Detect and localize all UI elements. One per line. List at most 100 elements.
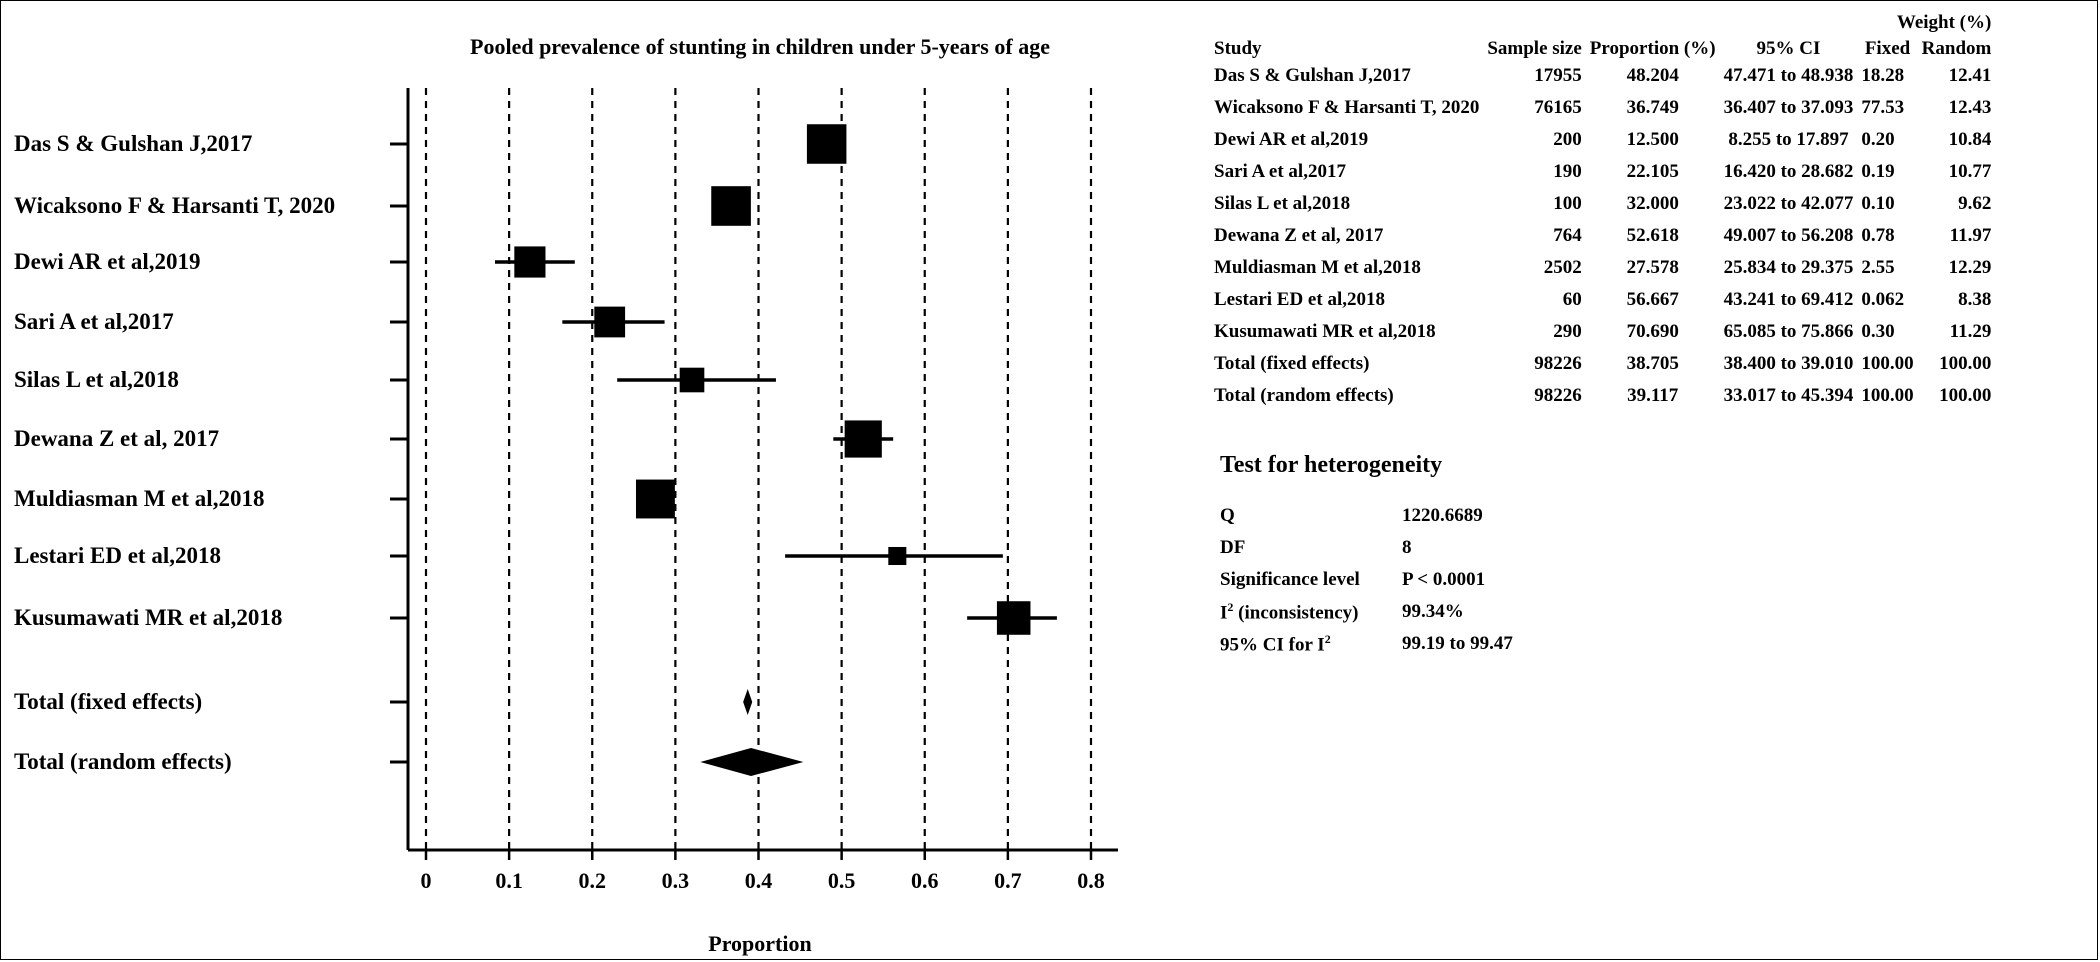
table-cell: 0.10 bbox=[1861, 193, 1895, 214]
column-header: Random bbox=[1921, 38, 1992, 59]
heterogeneity-row: Q 1220.6689 bbox=[1214, 500, 1519, 532]
study-label: Muldiasman M et al,2018 bbox=[14, 486, 264, 511]
heterogeneity-label: Significance level bbox=[1220, 569, 1360, 590]
heterogeneity-table: Q 1220.6689 DF 8 Significance level P < 0.000… bbox=[1214, 500, 1519, 660]
table-cell: 290 bbox=[1553, 321, 1582, 342]
column-header: Sample size bbox=[1487, 38, 1582, 59]
column-header: Proportion (%) bbox=[1589, 38, 1716, 59]
table-cell: 0.062 bbox=[1861, 289, 1905, 310]
table-cell: Muldiasman M et al,2018 bbox=[1214, 257, 1421, 278]
x-tick-label: 0.3 bbox=[662, 868, 690, 893]
heterogeneity-value: 8 bbox=[1402, 537, 1412, 558]
table-cell: 16.420 to 28.682 bbox=[1723, 161, 1854, 182]
table-header-row: Study Sample size Proportion (%) 95% CI Fixe… bbox=[1210, 34, 1995, 60]
study-label: Das S & Gulshan J,2017 bbox=[14, 131, 252, 156]
table-cell: 11.97 bbox=[1949, 225, 1992, 246]
table-row: Das S & Gulshan J,2017 17955 48.204 47.471 … bbox=[1210, 60, 1995, 92]
table-cell: 12.29 bbox=[1948, 257, 1992, 278]
heterogeneity-label: I2 (inconsistency) bbox=[1220, 599, 1359, 624]
table-cell: 0.20 bbox=[1861, 129, 1895, 150]
table-cell: 100 bbox=[1553, 193, 1582, 214]
table-cell: Total (fixed effects) bbox=[1214, 353, 1370, 374]
table-cell: 23.022 to 42.077 bbox=[1723, 193, 1854, 214]
table-cell: 190 bbox=[1553, 161, 1582, 182]
study-label: Lestari ED et al,2018 bbox=[14, 543, 221, 568]
table-cell: Sari A et al,2017 bbox=[1214, 161, 1346, 182]
table-cell: 49.007 to 56.208 bbox=[1723, 225, 1854, 246]
table-row: Dewana Z et al, 2017 764 52.618 49.007 to 5… bbox=[1210, 220, 1995, 252]
table-row: Muldiasman M et al,2018 2502 27.578 25.834 … bbox=[1210, 252, 1995, 284]
point-estimate-marker-3 bbox=[594, 306, 626, 338]
x-tick-label: 0.6 bbox=[911, 868, 939, 893]
table-cell: 43.241 to 69.412 bbox=[1723, 289, 1854, 310]
table-cell: 764 bbox=[1553, 225, 1582, 246]
table-cell: 56.667 bbox=[1626, 289, 1679, 310]
x-axis-title: Proportion bbox=[708, 931, 811, 956]
table-cell: 27.578 bbox=[1626, 257, 1679, 278]
forest-plot: Pooled prevalence of stunting in childre… bbox=[14, 34, 1118, 956]
point-estimate-marker-4 bbox=[679, 367, 705, 393]
table-cell: 10.84 bbox=[1948, 129, 1992, 150]
heterogeneity-row: I2 (inconsistency) 99.34% bbox=[1214, 596, 1519, 628]
table-cell: 32.000 bbox=[1626, 193, 1679, 214]
table-cell: 39.117 bbox=[1627, 385, 1679, 406]
study-label: Wicaksono F & Harsanti T, 2020 bbox=[14, 193, 335, 218]
table-cell: 12.41 bbox=[1948, 65, 1992, 86]
heterogeneity-row: 95% CI for I2 99.19 to 99.47 bbox=[1214, 628, 1519, 660]
table-cell: 60 bbox=[1562, 289, 1582, 310]
study-label: Kusumawati MR et al,2018 bbox=[14, 605, 282, 630]
study-label: Total (fixed effects) bbox=[14, 689, 202, 714]
point-estimate-marker-0 bbox=[806, 124, 847, 164]
heterogeneity-value: 99.34% bbox=[1402, 601, 1464, 622]
table-cell: 33.017 to 45.394 bbox=[1723, 385, 1854, 406]
table-cell: 98226 bbox=[1534, 353, 1582, 374]
table-body: Das S & Gulshan J,2017 17955 48.204 47.471 … bbox=[1210, 60, 1995, 412]
x-tick-label: 0.8 bbox=[1077, 868, 1105, 893]
table-row: Dewi AR et al,2019 200 12.500 8.255 to 17.8… bbox=[1210, 124, 1995, 156]
table-cell: 200 bbox=[1553, 129, 1582, 150]
table-row: Total (random effects) 98226 39.117 33.017 … bbox=[1210, 380, 1995, 412]
table-cell: 18.28 bbox=[1861, 65, 1905, 86]
table-cell: Silas L et al,2018 bbox=[1214, 193, 1351, 214]
column-header: 95% CI bbox=[1756, 38, 1821, 59]
x-tick-label: 0.1 bbox=[495, 868, 523, 893]
table-cell: Dewana Z et al, 2017 bbox=[1214, 225, 1384, 246]
study-labels: Das S & Gulshan J,2017 Wicaksono F & Hars… bbox=[14, 131, 335, 774]
table-cell: Total (random effects) bbox=[1214, 385, 1394, 406]
study-label: Silas L et al,2018 bbox=[14, 367, 179, 392]
table-cell: 25.834 to 29.375 bbox=[1723, 257, 1854, 278]
weight-group-header: Weight (%) bbox=[1896, 12, 1992, 33]
x-tick-label: 0.7 bbox=[994, 868, 1022, 893]
study-label: Dewi AR et al,2019 bbox=[14, 249, 201, 274]
random-effects-diamond bbox=[700, 748, 804, 776]
table-cell: 100.00 bbox=[1861, 353, 1914, 374]
table-cell: Lestari ED et al,2018 bbox=[1214, 289, 1385, 310]
table-cell: 11.29 bbox=[1949, 321, 1992, 342]
table-cell: 36.407 to 37.093 bbox=[1723, 97, 1854, 118]
table-cell: 8.255 to 17.897 bbox=[1728, 129, 1849, 150]
table-cell: 22.105 bbox=[1626, 161, 1679, 182]
table-cell: 17955 bbox=[1534, 65, 1582, 86]
point-estimate-marker-7 bbox=[888, 546, 907, 566]
fixed-effects-diamond bbox=[743, 688, 753, 716]
table-cell: 65.085 to 75.866 bbox=[1723, 321, 1854, 342]
column-header: Study bbox=[1214, 38, 1262, 59]
table-cell: 77.53 bbox=[1861, 97, 1905, 118]
heterogeneity-label: DF bbox=[1220, 537, 1246, 558]
heterogeneity-row: Significance level P < 0.0001 bbox=[1214, 564, 1519, 596]
point-estimate-marker-2 bbox=[514, 246, 546, 278]
heterogeneity-value: 1220.6689 bbox=[1402, 505, 1483, 526]
table-row: Lestari ED et al,2018 60 56.667 43.241 to 6… bbox=[1210, 284, 1995, 316]
axes: 0 0.1 0.2 0.3 0.4 0.5 0.6 0.7 0.8 bbox=[390, 88, 1118, 893]
table-cell: Wicaksono F & Harsanti T, 2020 bbox=[1214, 97, 1480, 118]
study-label: Dewana Z et al, 2017 bbox=[14, 426, 219, 451]
table-cell: 100.00 bbox=[1861, 385, 1914, 406]
point-estimate-marker-6 bbox=[635, 479, 675, 519]
table-cell: 100.00 bbox=[1939, 353, 1992, 374]
table-row: Total (fixed effects) 98226 38.705 38.400 t… bbox=[1210, 348, 1995, 380]
heterogeneity-label: 95% CI for I2 bbox=[1220, 631, 1331, 656]
x-tick-label: 0 bbox=[421, 868, 432, 893]
table-cell: 10.77 bbox=[1948, 161, 1992, 182]
column-header: Fixed bbox=[1864, 38, 1911, 59]
